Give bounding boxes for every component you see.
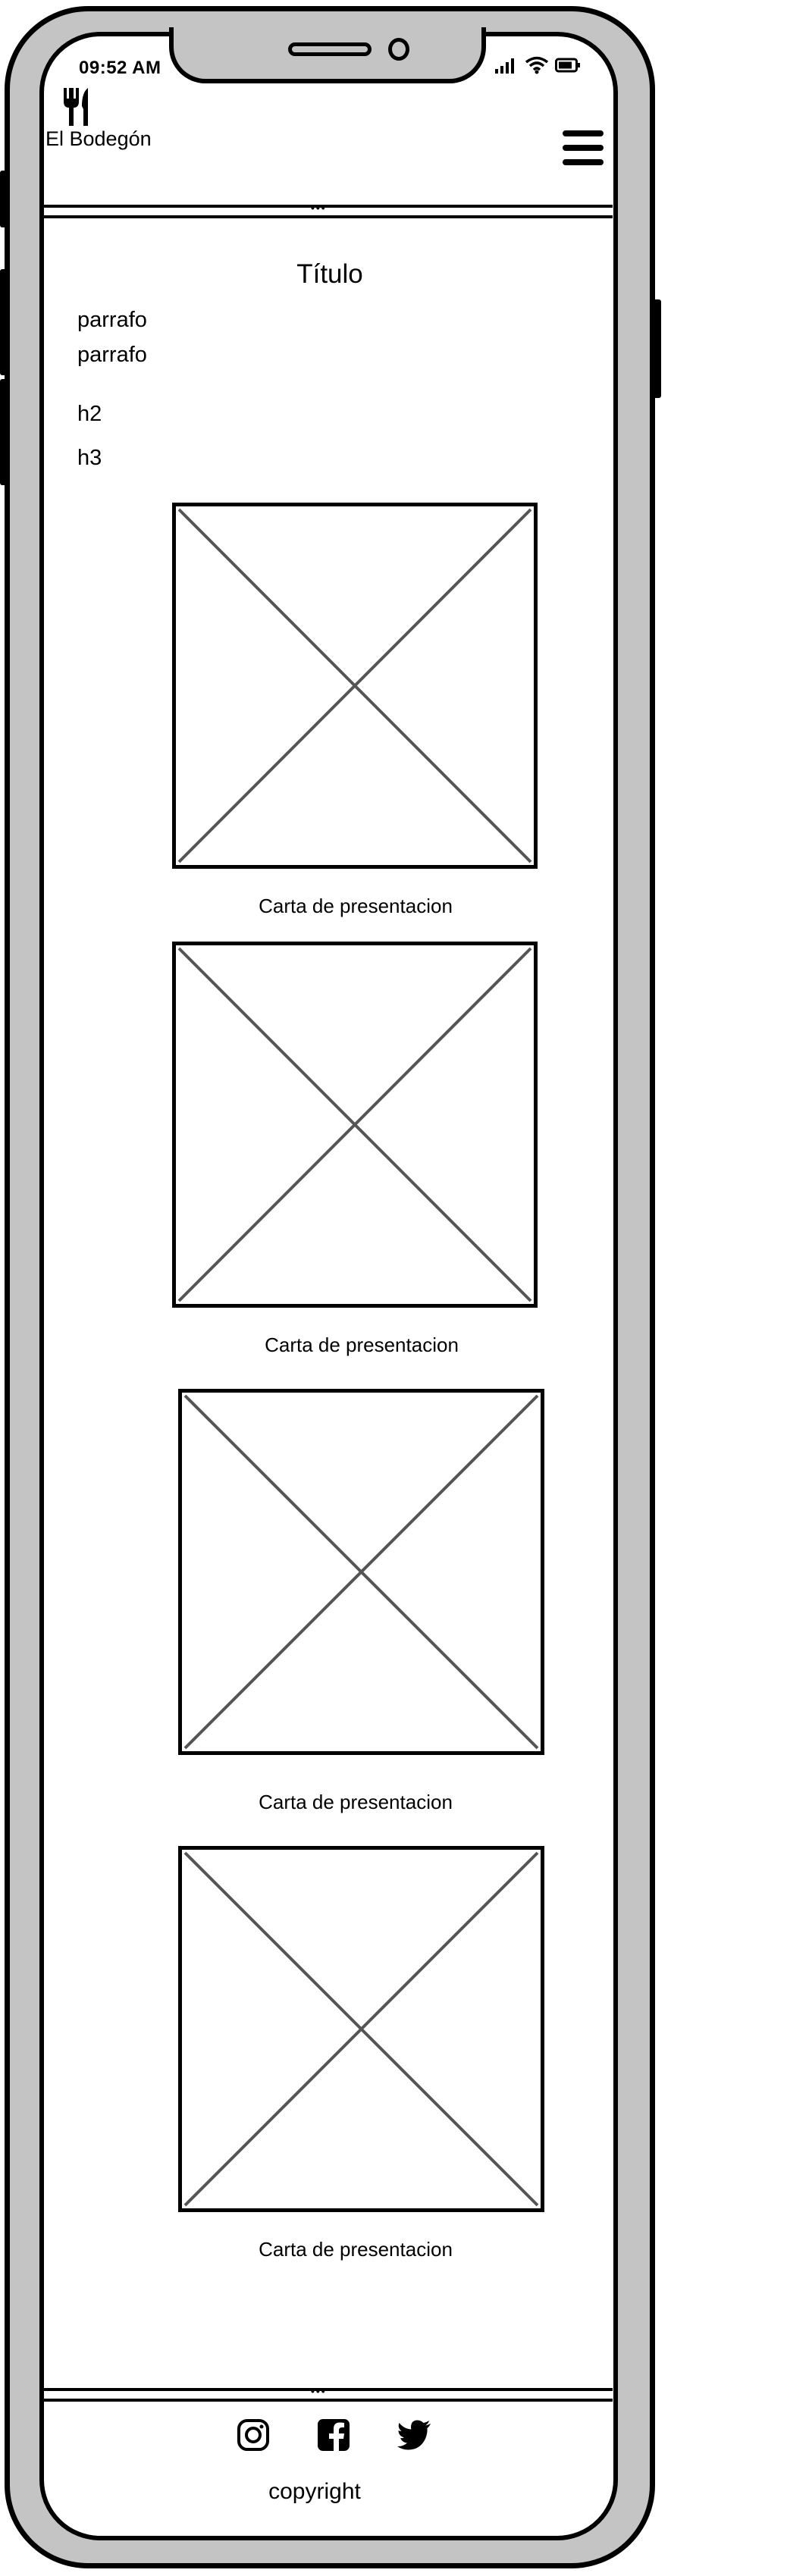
card-caption: Carta de presentacion (259, 895, 453, 917)
twitter-icon[interactable] (397, 2420, 432, 2450)
battery-icon (555, 58, 580, 73)
card-caption: Carta de presentacion (259, 1791, 453, 1813)
cellular-signal-icon (495, 58, 514, 74)
header-divider-bottom (42, 215, 613, 218)
footer-divider-bottom (42, 2399, 613, 2402)
paragraph-2: parrafo (77, 343, 147, 367)
card-caption: Carta de presentacion (265, 1333, 459, 1356)
heading-h3: h3 (77, 446, 102, 470)
header-handle-dots: ••• (311, 202, 327, 214)
side-button-left-2 (0, 269, 8, 375)
card-image-placeholder (172, 942, 538, 1308)
fork-knife-icon (64, 88, 88, 126)
hamburger-menu-icon[interactable] (561, 127, 605, 168)
heading-h2: h2 (77, 402, 102, 426)
paragraph-1: parrafo (77, 308, 147, 332)
card-image-placeholder (172, 503, 538, 869)
status-time: 09:52 AM (79, 58, 161, 78)
phone-notch (169, 27, 486, 83)
wifi-icon (525, 56, 549, 74)
brand-name: El Bodegón (45, 127, 152, 150)
side-button-left-1 (0, 171, 8, 227)
footer-handle-dots: ••• (311, 2385, 327, 2397)
instagram-icon[interactable] (237, 2418, 270, 2452)
side-button-left-3 (0, 379, 8, 485)
facebook-icon[interactable] (317, 2418, 350, 2452)
page-title: Título (296, 259, 363, 289)
card-image-placeholder (178, 1389, 544, 1755)
speaker-grille (288, 42, 372, 56)
footer-divider-top (42, 2388, 613, 2391)
header-divider-top (42, 205, 613, 208)
front-camera (388, 38, 409, 61)
copyright-text: copyright (268, 2479, 361, 2504)
side-button-right (652, 299, 661, 398)
card-caption: Carta de presentacion (259, 2238, 453, 2261)
card-image-placeholder (178, 1846, 544, 2212)
